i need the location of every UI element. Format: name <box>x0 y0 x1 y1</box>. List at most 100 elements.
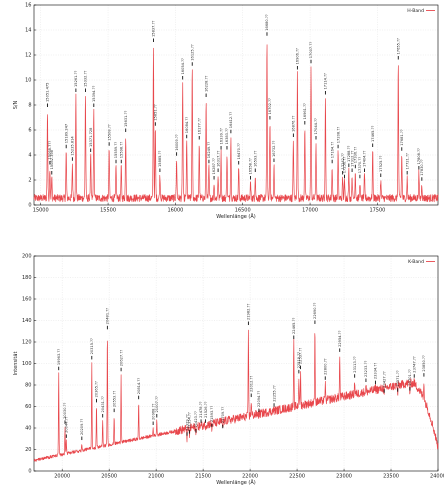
h-peak-label: 16228.?? <box>204 76 208 92</box>
h-peak-label: 16412.?? <box>229 112 233 128</box>
h-x-axis-label: Wellenlänge (Å) <box>216 213 256 220</box>
k-peak-label: 23334.?? <box>374 363 378 379</box>
k-xtick-label: 22000 <box>242 474 258 480</box>
h-legend-label: H-Band <box>407 8 424 14</box>
h-peak-label: 17681.?? <box>400 129 404 145</box>
h-peak-label: 15598.?? <box>119 142 123 158</box>
h-peak-label: 17830.?? <box>420 159 424 175</box>
k-peak-label: 20030.?? <box>63 402 67 418</box>
h-peak-label: 16702.?? <box>268 98 272 114</box>
k-peak-label: 21007.?? <box>155 396 159 412</box>
h-peak-label: 16961.?? <box>303 103 307 119</box>
h-y-axis-label: S/N <box>13 100 19 109</box>
h-peak-label: 16383.?? <box>225 128 229 144</box>
k-ticks: 0 20 40 60 80 100 120 140 160 180 200 20000 20500 210… <box>22 254 444 480</box>
h-ytick-label: 14 <box>25 28 31 34</box>
k-spectrum-line <box>33 329 439 462</box>
k-ytick-label: 20 <box>25 447 31 453</box>
k-peak-label: 20315.?? <box>90 338 94 354</box>
h-peak-label: 16287.?? <box>212 158 216 174</box>
h-peak-label: 15189.247 <box>64 124 68 143</box>
h-spectrum-line <box>33 44 439 203</box>
h-ytick-label: 2 <box>28 178 31 184</box>
h-peak-label: 16680.?? <box>265 14 269 30</box>
k-x-axis-label: Wellenlänge (Å) <box>216 479 256 486</box>
k-peak-label: 21526.?? <box>204 401 208 417</box>
h-peak-label: 16125.?? <box>190 44 194 60</box>
h-peak-label: 17242.?? <box>341 153 345 169</box>
h-peak-label: 17044.?? <box>314 118 318 134</box>
k-peak-label: 23747.?? <box>412 356 416 372</box>
k-xtick-label: 24000 <box>430 474 444 480</box>
k-peak-label: 22255.?? <box>272 385 276 401</box>
k-xtick-label: 21500 <box>195 474 211 480</box>
k-peak-label: 20553.?? <box>112 391 116 407</box>
h-peak-label: 15051.475 <box>46 83 50 102</box>
k-peak-label: 20627.?? <box>119 350 123 366</box>
k-ytick-label: 40 <box>25 426 31 432</box>
h-peak-label: 17721.?? <box>405 153 409 169</box>
h-xtick-label: 15000 <box>33 208 49 214</box>
k-peak-label: 23701.?? <box>408 369 412 385</box>
h-peak-label: 15885.?? <box>158 151 162 167</box>
k-peak-label: 22537.?? <box>299 348 303 364</box>
k-ytick-label: 80 <box>25 383 31 389</box>
h-peak-label: 15837.?? <box>152 21 156 37</box>
h-peak-label: 16470.?? <box>237 143 241 159</box>
h-peak-label: 17370.?? <box>358 157 362 173</box>
h-peak-label: 15082.398 <box>50 149 54 169</box>
k-y-axis-label: Intensität <box>13 352 19 376</box>
k-legend: K-Band <box>408 259 435 265</box>
k-ytick-label: 120 <box>22 340 32 346</box>
k-peak-label: 21329.?? <box>185 414 189 430</box>
k-ytick-label: 180 <box>22 275 32 281</box>
h-peak-label: 17808.?? <box>417 148 421 164</box>
k-peak-label: 20968.?? <box>151 404 155 420</box>
h-ytick-label: 4 <box>28 153 31 159</box>
k-legend-label: K-Band <box>408 259 424 265</box>
k-peak-label: 21982.?? <box>247 304 251 320</box>
h-ytick-label: 8 <box>28 103 31 109</box>
k-ytick-label: 100 <box>22 361 32 367</box>
k-peak-label: 21593.?? <box>210 406 214 422</box>
h-peak-label: 16249.?? <box>207 142 211 158</box>
h-peak-label: 16317.?? <box>216 151 220 167</box>
h-peak-label: 17465.?? <box>371 126 375 142</box>
h-peak-label: 16732.?? <box>272 141 276 157</box>
k-peak-label: 23571.?? <box>396 370 400 386</box>
h-peak-label: 15508.?? <box>107 124 111 140</box>
h-peak-label: 17208.?? <box>336 127 340 143</box>
h-xtick-label: 15500 <box>100 208 116 214</box>
h-xtick-label: 17000 <box>302 208 318 214</box>
k-peak-label: 22094.?? <box>257 391 261 407</box>
k-peak-label: 20044.?? <box>65 416 69 432</box>
h-peak-label: 15631.?? <box>124 111 128 127</box>
h-peak-label: 16593.?? <box>253 151 257 167</box>
h-peak-label: 16009.?? <box>175 134 179 150</box>
h-peak-label: 16906.?? <box>296 48 300 64</box>
k-peak-label: 22465.?? <box>292 318 296 334</box>
h-peak-label: 17007.?? <box>309 42 313 58</box>
k-peak-label: 22800.?? <box>323 358 327 374</box>
h-ticks: 0 2 4 6 8 10 12 14 16 15000 15500 16000 16500 17000 17… <box>25 3 385 214</box>
h-ytick-label: 6 <box>28 128 31 134</box>
h-peak-label: 15068.7?? <box>48 141 52 160</box>
k-ytick-label: 160 <box>22 297 32 303</box>
h-peak-label: 15332.?? <box>84 71 88 87</box>
k-peak-label: 20365.?? <box>95 381 99 397</box>
h-band-chart: 0 2 4 6 8 10 12 14 16 15000 15500 16000 16500 17000 17… <box>13 2 439 220</box>
k-peak-label: 23113.?? <box>353 356 357 372</box>
h-xtick-label: 16000 <box>167 208 183 214</box>
h-ytick-label: 10 <box>25 78 31 84</box>
k-grid <box>34 256 438 471</box>
h-peak-label: 15851.?? <box>154 104 158 120</box>
h-peaks: 15051.475 15068.7??15082.398 15189.2471523… <box>46 14 424 181</box>
h-xtick-label: 16500 <box>235 208 251 214</box>
k-peak-label: 22954.?? <box>338 330 342 346</box>
k-peak-label: 20431.?? <box>101 396 105 412</box>
h-peak-label: 15371.728 <box>89 127 93 147</box>
h-peak-label: 16876.?? <box>292 116 296 132</box>
h-grid <box>34 5 438 205</box>
k-peak-label: 20209.?? <box>80 419 84 435</box>
